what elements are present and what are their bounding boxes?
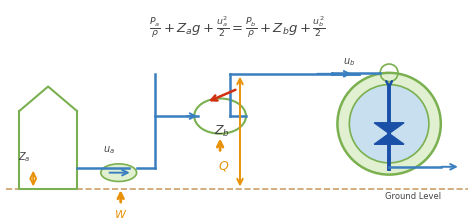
Text: Ground Level: Ground Level [385,192,441,201]
Text: $Q$: $Q$ [219,159,230,173]
Text: $u_a$: $u_a$ [103,144,115,156]
Text: $Z_b$: $Z_b$ [214,124,230,139]
Text: $u_b$: $u_b$ [343,56,356,68]
Circle shape [337,73,441,175]
Polygon shape [374,134,404,144]
Text: $\frac{P_a}{\rho} + Z_a g + \frac{u_a^2}{2} = \frac{P_b}{\rho} + Z_b g + \frac{u: $\frac{P_a}{\rho} + Z_a g + \frac{u_a^2}… [149,15,325,41]
Text: $W$: $W$ [114,208,128,220]
Ellipse shape [101,164,137,181]
Circle shape [349,85,429,163]
Polygon shape [374,123,404,134]
Text: $Z_a$: $Z_a$ [18,150,30,164]
